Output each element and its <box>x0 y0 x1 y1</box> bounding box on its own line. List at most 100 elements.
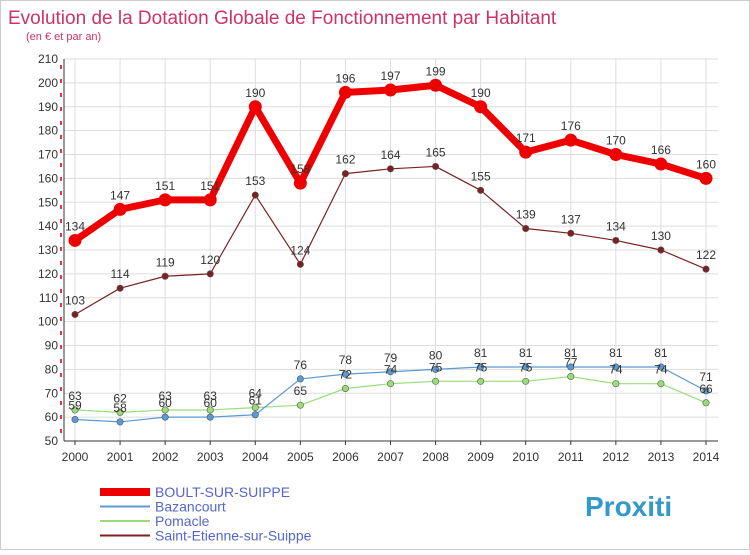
y-tick-label: 80 <box>45 362 59 376</box>
data-point <box>338 85 352 99</box>
data-point <box>386 368 394 376</box>
data-point <box>71 416 79 424</box>
data-point <box>71 406 79 414</box>
y-tick-label: 180 <box>38 124 58 138</box>
data-point <box>432 365 440 373</box>
data-label: 81 <box>564 346 578 360</box>
data-label: 103 <box>65 293 85 307</box>
x-tick-label: 2005 <box>287 450 314 464</box>
data-label: 130 <box>651 229 671 243</box>
data-label: 63 <box>68 389 82 403</box>
data-label: 78 <box>339 353 353 367</box>
data-label: 58 <box>113 401 127 415</box>
proxiti-logo-text: Proxiti <box>585 491 672 522</box>
data-point <box>477 363 485 371</box>
y-tick-label: 110 <box>39 291 58 305</box>
y-tick-label: 120 <box>38 267 58 281</box>
data-point <box>203 193 217 207</box>
data-point <box>657 363 665 371</box>
proxiti-logo: Proxiti <box>585 491 672 522</box>
data-point <box>71 310 79 318</box>
y-tick-label: 140 <box>38 219 58 233</box>
data-label: 124 <box>290 243 310 257</box>
data-point <box>609 148 623 161</box>
data-label: 61 <box>249 394 263 408</box>
y-tick-label: 130 <box>38 243 58 257</box>
data-label: 81 <box>609 346 623 360</box>
legend-label: BOULT-SUR-SUIPPE <box>155 484 290 500</box>
data-point <box>522 225 530 233</box>
data-point <box>206 270 214 278</box>
data-point <box>432 162 440 170</box>
data-label: 74 <box>384 363 398 377</box>
data-label: 60 <box>204 396 218 410</box>
data-label: 166 <box>651 143 671 157</box>
x-tick-label: 2000 <box>62 450 89 464</box>
data-point <box>522 377 530 385</box>
data-label: 196 <box>335 71 355 85</box>
data-label: 76 <box>294 358 308 372</box>
data-point <box>612 380 620 388</box>
data-label: 79 <box>384 351 398 365</box>
data-label: 74 <box>654 363 668 377</box>
data-point <box>522 363 530 371</box>
data-point <box>432 377 440 385</box>
data-label: 71 <box>699 370 713 384</box>
data-label: 64 <box>249 387 263 401</box>
data-label: 114 <box>111 267 130 281</box>
y-tick-label: 200 <box>38 76 58 90</box>
y-tick-label: 100 <box>38 315 58 329</box>
data-label: 165 <box>426 145 446 159</box>
data-label: 63 <box>204 389 218 403</box>
data-label: 62 <box>113 391 127 405</box>
data-point <box>654 157 668 171</box>
data-label: 162 <box>335 153 355 167</box>
data-label: 81 <box>519 346 533 360</box>
data-label: 60 <box>158 396 172 410</box>
data-point <box>702 265 710 273</box>
data-point <box>564 133 578 147</box>
data-label: 75 <box>474 360 488 374</box>
data-point <box>702 399 710 407</box>
data-point <box>341 384 349 392</box>
data-point <box>251 191 259 199</box>
data-point <box>251 404 259 412</box>
data-label: 190 <box>245 86 265 100</box>
data-point <box>206 413 214 421</box>
data-label: 59 <box>68 399 82 413</box>
y-tick-label: 190 <box>38 100 58 114</box>
data-point <box>477 377 485 385</box>
data-point <box>567 229 575 237</box>
data-point <box>251 411 259 419</box>
y-tick-label: 210 <box>38 52 58 66</box>
data-label: 75 <box>519 360 533 374</box>
data-point <box>161 272 169 280</box>
data-point <box>161 413 169 421</box>
grid-lines <box>64 58 718 442</box>
data-point <box>341 370 349 378</box>
data-label: 147 <box>110 188 130 202</box>
data-label: 151 <box>155 179 175 193</box>
data-label: 139 <box>516 208 536 222</box>
data-point <box>386 380 394 388</box>
data-point <box>429 78 443 92</box>
data-label: 164 <box>380 148 400 162</box>
data-label: 74 <box>609 363 623 377</box>
data-label: 170 <box>606 134 626 148</box>
data-point <box>113 202 127 216</box>
data-point <box>116 408 124 416</box>
y-tick-label: 160 <box>38 171 58 185</box>
data-label: 176 <box>561 119 581 133</box>
x-tick-label: 2004 <box>242 450 269 464</box>
legend-label: Saint-Etienne-sur-Suippe <box>155 528 312 544</box>
y-tick-label: 70 <box>45 386 59 400</box>
data-label: 65 <box>294 384 308 398</box>
data-point <box>612 363 620 371</box>
data-label: 158 <box>290 162 310 176</box>
data-label: 81 <box>654 346 668 360</box>
data-point <box>68 233 82 247</box>
data-label: 119 <box>156 255 175 269</box>
data-point <box>386 165 394 173</box>
data-point <box>384 83 397 97</box>
data-labels: 134 147 151 151 190 158 196 197 199 190 171 176 170 1… <box>65 64 716 415</box>
